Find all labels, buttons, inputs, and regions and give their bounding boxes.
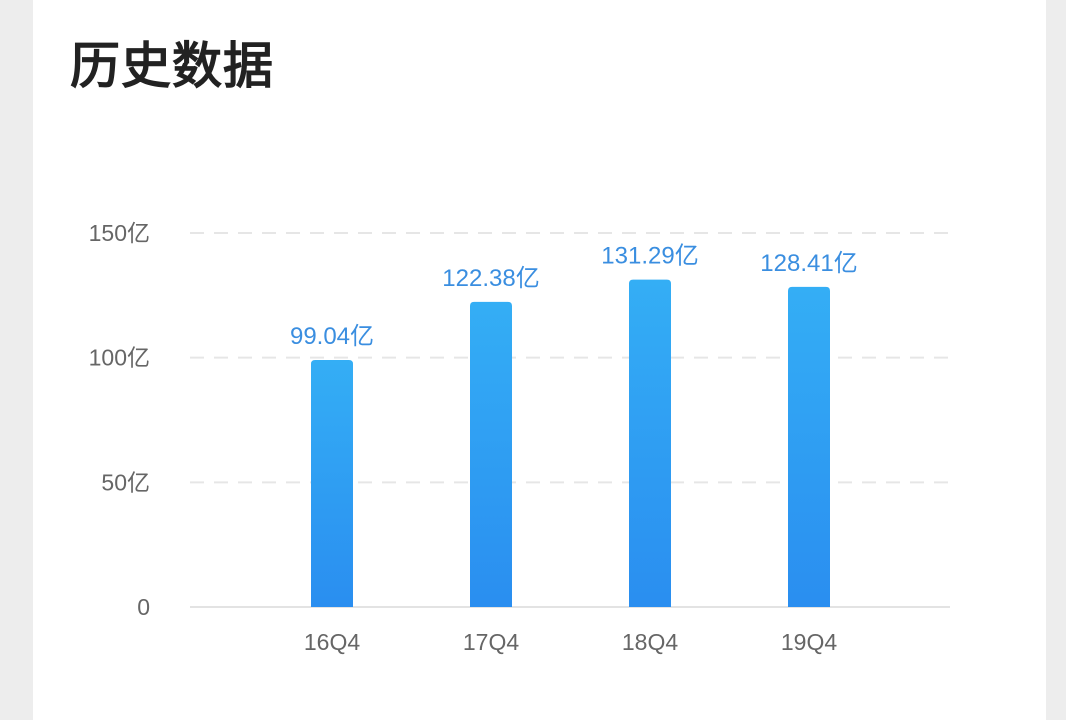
x-tick-label: 18Q4 — [622, 629, 678, 655]
y-tick-label: 100亿 — [89, 345, 150, 371]
bar-19Q4 — [788, 286, 830, 607]
bar-18Q4 — [629, 279, 671, 607]
data-label: 128.41亿 — [760, 250, 857, 277]
y-tick-label: 150亿 — [89, 220, 150, 246]
x-tick-label: 19Q4 — [781, 629, 837, 655]
x-tick-label: 16Q4 — [304, 629, 360, 655]
x-tick-label: 17Q4 — [463, 629, 519, 655]
data-label: 99.04亿 — [290, 323, 374, 350]
y-tick-label: 0 — [137, 594, 150, 620]
card-title: 历史数据 — [70, 38, 274, 94]
history-card — [33, 0, 1046, 720]
bar-17Q4 — [470, 301, 512, 607]
bar-chart: 0 50亿 100亿 150亿 99.04亿 16Q4 122.38亿 17Q4 131.29亿… — [89, 220, 950, 655]
data-label: 131.29亿 — [601, 243, 698, 270]
data-label: 122.38亿 — [442, 265, 539, 292]
bar-16Q4 — [311, 360, 353, 607]
y-tick-label: 50亿 — [101, 469, 150, 495]
